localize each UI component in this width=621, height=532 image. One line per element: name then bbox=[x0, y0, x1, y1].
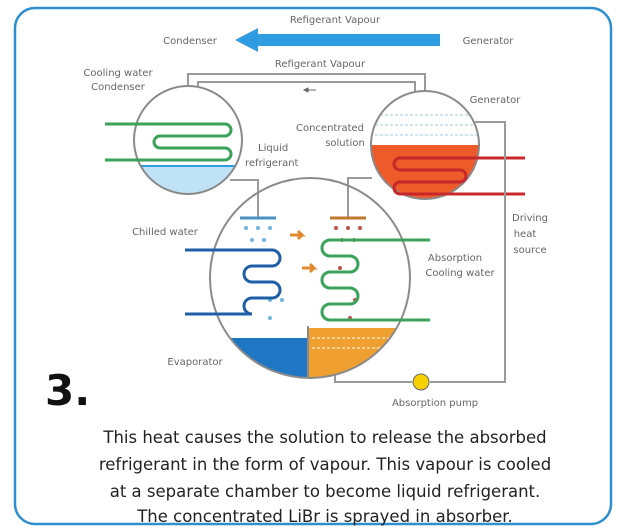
chilled-label: Chilled water bbox=[132, 227, 199, 238]
drops bbox=[244, 226, 284, 320]
caption-line: at a separate chamber to become liquid r… bbox=[110, 482, 541, 501]
absorber-coil bbox=[320, 238, 430, 322]
pump bbox=[412, 373, 430, 391]
pump-label: Absorption pump bbox=[392, 398, 478, 409]
generator-coil bbox=[392, 156, 525, 196]
generator bbox=[370, 90, 480, 200]
left-label: Condenser bbox=[163, 36, 218, 47]
absorption-label: Cooling water bbox=[425, 268, 495, 279]
condenser bbox=[133, 85, 243, 195]
top-arrow bbox=[235, 28, 440, 52]
flow-arrow bbox=[302, 87, 316, 93]
absorption-label: Absorption bbox=[428, 253, 482, 264]
liquid-label: Liquid bbox=[258, 143, 288, 154]
step-number: 3. bbox=[45, 366, 90, 415]
vessel bbox=[209, 177, 411, 379]
driving-label: source bbox=[513, 245, 546, 256]
generator-label: Generator bbox=[470, 95, 522, 106]
refrigerant-pipe bbox=[230, 179, 259, 218]
vapour-arrows bbox=[290, 229, 318, 274]
evaporator-coil bbox=[185, 248, 282, 316]
caption-line: The concentrated LiBr is sprayed in abso… bbox=[136, 507, 513, 526]
driving-label: heat bbox=[514, 229, 537, 240]
arrow-label: Refigerant Vapour bbox=[290, 15, 381, 26]
concentrated-label: Concentrated bbox=[296, 123, 364, 134]
concentrated-label: solution bbox=[325, 138, 365, 149]
vapour-pipe-inner bbox=[197, 81, 416, 91]
vapour-pipe bbox=[187, 73, 426, 91]
pipe-label: Refigerant Vapour bbox=[275, 59, 366, 70]
condenser-label: Cooling water bbox=[83, 68, 153, 79]
driving-label: Driving bbox=[512, 213, 548, 224]
condenser-label: Condenser bbox=[91, 82, 146, 93]
liquid-label: refrigerant bbox=[245, 158, 299, 169]
return-pipe bbox=[430, 121, 506, 383]
solution-pipe bbox=[347, 177, 372, 218]
caption-line: This heat causes the solution to release… bbox=[102, 428, 546, 447]
right-label: Generator bbox=[463, 36, 515, 47]
condenser-coil bbox=[105, 122, 233, 162]
evaporator-label: Evaporator bbox=[167, 357, 223, 368]
caption-line: refrigerant in the form of vapour. This … bbox=[99, 455, 551, 474]
